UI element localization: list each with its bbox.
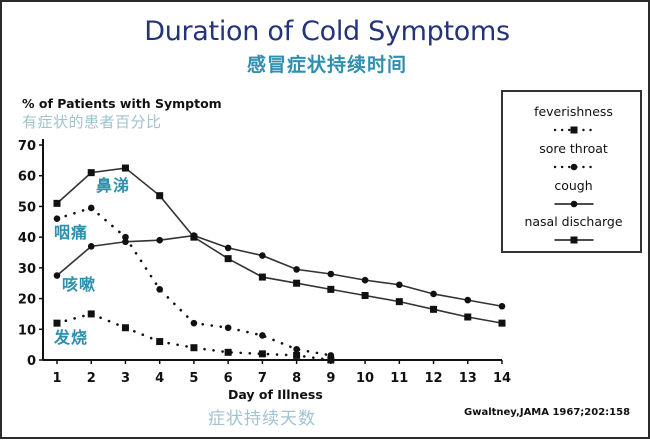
y-tick-label: 40 <box>18 231 36 246</box>
data-point-feverishness <box>87 310 95 318</box>
x-tick-label: 9 <box>326 371 335 386</box>
x-tick-label: 6 <box>224 371 233 386</box>
y-axis-label-cn: 有症状的患者百分比 <box>22 113 162 131</box>
data-point-feverishness <box>53 319 61 327</box>
legend-swatches <box>553 126 595 244</box>
series-line-cough <box>56 234 503 308</box>
annotation-cough: 咳嗽 <box>62 275 97 294</box>
x-axis-label-cn: 症状持续天数 <box>208 409 316 429</box>
data-point-cough <box>156 236 163 244</box>
data-point-sore-throat <box>156 286 163 293</box>
source-citation: Gwaltney,JAMA 1967;202:158 <box>464 407 631 418</box>
data-point-sore-throat <box>190 319 198 327</box>
x-tick-label: 11 <box>390 371 408 386</box>
data-point-cough <box>293 266 300 273</box>
data-point-feverishness <box>224 348 232 356</box>
data-point-sore-throat <box>53 215 61 223</box>
y-tick-label: 70 <box>18 139 36 154</box>
data-point-cough <box>430 290 437 298</box>
data-point-feverishness <box>293 351 301 359</box>
data-point-feverishness <box>327 356 335 364</box>
data-point-nasal-discharge <box>121 164 129 172</box>
y-axis-label: % of Patients with Symptom <box>22 96 222 111</box>
data-point-nasal-discharge <box>327 285 335 293</box>
data-point-sore-throat <box>327 352 335 359</box>
x-tick-label: 12 <box>424 371 442 386</box>
x-tick-label: 5 <box>189 371 198 386</box>
x-tick-label: 3 <box>121 371 130 386</box>
legend-label-nasal-discharge: nasal discharge <box>524 214 623 229</box>
legend-marker-nasal-discharge <box>570 236 578 244</box>
data-point-cough <box>224 244 232 252</box>
chart-title: Duration of Cold Symptoms <box>144 16 510 47</box>
data-point-nasal-discharge <box>430 305 438 313</box>
y-tick-label: 20 <box>18 293 36 308</box>
data-point-nasal-discharge <box>464 313 472 321</box>
y-tick-label: 30 <box>18 262 36 277</box>
y-tick-label: 60 <box>18 170 36 185</box>
data-point-nasal-discharge <box>498 319 506 327</box>
data-point-feverishness <box>156 338 164 346</box>
data-point-cough <box>327 270 335 278</box>
legend-marker-feverishness <box>570 126 578 134</box>
x-tick-label: 13 <box>459 371 477 386</box>
data-point-nasal-discharge <box>224 255 232 263</box>
data-point-nasal-discharge <box>87 169 95 177</box>
series-line-nasal-discharge <box>56 167 503 324</box>
legend-label-feverishness: feverishness <box>534 104 613 119</box>
data-point-nasal-discharge <box>156 192 164 200</box>
legend: feverishness sore throat cough nasal dis… <box>501 90 642 253</box>
data-point-cough <box>53 272 61 279</box>
chart-subtitle-cn: 感冒症状持续时间 <box>246 54 407 76</box>
annotation-nasal-discharge: 鼻涕 <box>96 176 131 195</box>
y-tick-label: 50 <box>18 200 36 215</box>
annotation-sore-throat: 咽痛 <box>54 223 89 242</box>
data-point-cough <box>259 252 266 259</box>
data-point-sore-throat <box>293 345 300 353</box>
data-point-feverishness <box>190 344 198 352</box>
data-point-cough <box>361 276 369 284</box>
series-line-feverishness <box>55 312 333 362</box>
x-tick-label: 7 <box>258 371 267 386</box>
legend-label-sore-throat: sore throat <box>539 141 608 156</box>
data-point-sore-throat <box>87 204 95 212</box>
data-point-cough <box>87 243 95 250</box>
data-point-cough <box>396 281 403 289</box>
data-point-feverishness <box>258 350 266 358</box>
legend-label-cough: cough <box>554 178 593 193</box>
data-point-nasal-discharge <box>395 298 403 306</box>
data-point-sore-throat <box>122 233 129 241</box>
legend-marker-sore-throat <box>570 163 578 171</box>
data-point-cough <box>498 302 506 310</box>
data-point-feverishness <box>121 324 129 332</box>
annotation-feverishness: 发烧 <box>54 328 89 347</box>
data-point-sore-throat <box>259 332 266 339</box>
y-tick-label: 0 <box>27 354 36 369</box>
y-tick-label: 10 <box>18 323 36 338</box>
data-point-nasal-discharge <box>293 279 301 287</box>
x-tick-label: 4 <box>155 371 164 386</box>
data-point-nasal-discharge <box>53 199 61 207</box>
x-tick-label: 1 <box>52 371 61 386</box>
legend-marker-cough <box>570 200 578 208</box>
x-tick-label: 2 <box>87 371 96 386</box>
data-point-cough <box>122 238 129 246</box>
x-tick-label: 8 <box>292 371 301 386</box>
data-point-cough <box>464 296 472 304</box>
data-point-nasal-discharge <box>361 292 369 299</box>
data-point-nasal-discharge <box>258 273 266 281</box>
data-point-nasal-discharge <box>190 233 198 241</box>
data-point-sore-throat <box>224 324 232 332</box>
x-tick-label: 14 <box>493 371 511 386</box>
x-axis-label: Day of Illness <box>228 387 323 402</box>
x-tick-label: 10 <box>356 371 374 386</box>
